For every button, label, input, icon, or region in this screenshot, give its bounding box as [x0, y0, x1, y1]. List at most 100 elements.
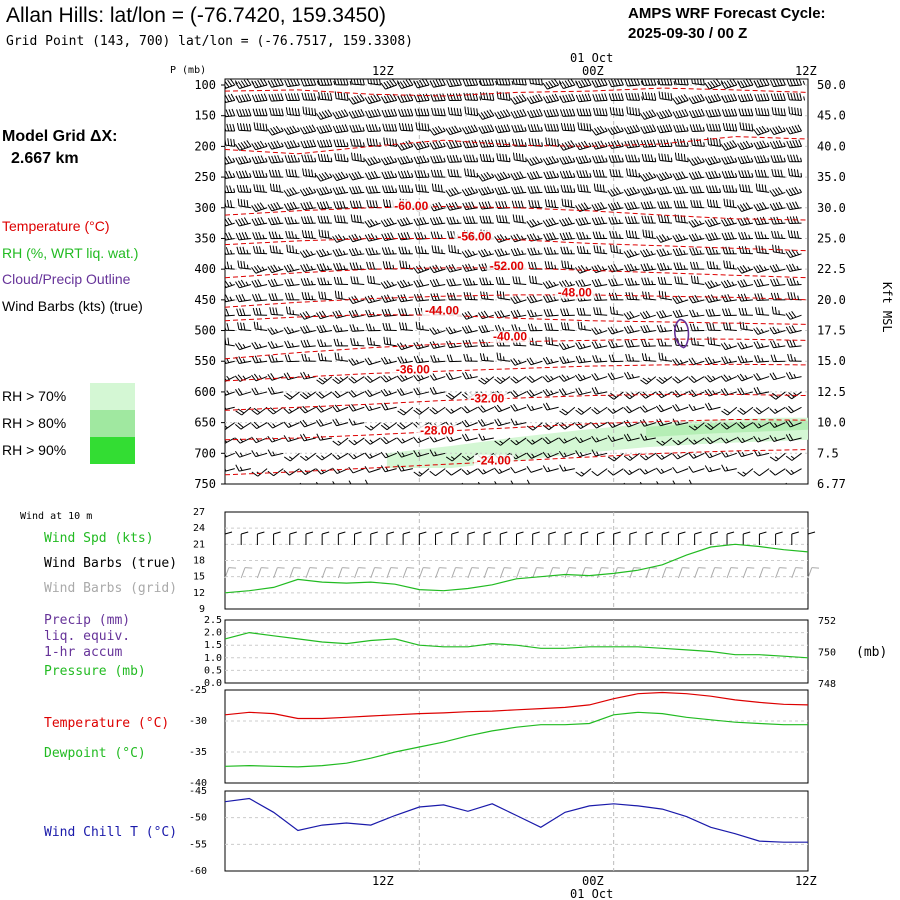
- upper-wind-barb-7: [334, 79, 352, 86]
- upper-wind-barb-284: [739, 184, 753, 193]
- upper-wind-barb-133: [623, 124, 641, 135]
- upper-wind-barb-625: [429, 341, 446, 349]
- upper-wind-barb-206: [641, 153, 657, 163]
- upper-wind-barb-764: [348, 403, 365, 412]
- upper-wind-barb-151: [333, 139, 349, 148]
- upper-wind-barb-780: [607, 406, 624, 414]
- upper-wind-barb-561: [560, 308, 575, 317]
- upper-wind-barb-200: [542, 156, 560, 166]
- upper-wind-barb-917: [494, 467, 511, 474]
- upper-wind-barb-234: [510, 171, 527, 181]
- upper-wind-barb-657: [364, 357, 381, 366]
- upper-wind-barb-549: [365, 309, 381, 318]
- upper-wind-barb-931: [721, 464, 737, 472]
- upper-wind-barb-416: [543, 247, 559, 255]
- upper-wind-barb-579: [267, 327, 284, 335]
- wind10m-true-barb-12: [418, 531, 427, 545]
- upper-wind-barb-39: [268, 93, 284, 102]
- wind10m-grid-barb-10: [386, 567, 399, 579]
- upper-wind-barb-437: [300, 263, 316, 272]
- upper-wind-barb-607: [722, 322, 737, 332]
- upper-wind-barb-271: [527, 185, 543, 194]
- upper-wind-barb-384: [609, 230, 624, 239]
- upper-wind-barb-338: [446, 216, 462, 225]
- upper-wind-barb-659: [397, 356, 413, 365]
- upper-wind-barb-51: [463, 92, 482, 101]
- upper-wind-barb-345: [559, 217, 575, 227]
- upper-wind-barb-391: [721, 231, 737, 241]
- upper-wind-barb-441: [366, 261, 381, 270]
- upper-wind-barb-803: [396, 422, 414, 430]
- upper-wind-barb-701: [494, 376, 511, 385]
- upper-wind-barb-66: [704, 93, 724, 104]
- isotherm-label-4: -44.00: [425, 303, 459, 317]
- upper-wind-barb-74: [252, 108, 268, 117]
- upper-wind-barb-24: [608, 79, 624, 88]
- upper-wind-barb-510: [318, 291, 332, 301]
- upper-wind-barb-361: [235, 231, 251, 241]
- upper-wind-barb-328: [284, 216, 300, 225]
- wind10m-grid-barb-21: [564, 567, 577, 579]
- upper-wind-barb-874: [380, 451, 397, 459]
- upper-wind-barb-498: [704, 280, 721, 289]
- upper-wind-barb-30: [704, 79, 724, 90]
- upper-wind-barb-540: [225, 308, 235, 317]
- upper-wind-barb-674: [641, 353, 656, 362]
- upper-wind-barb-614: [251, 341, 268, 350]
- upper-wind-barb-45: [364, 93, 381, 105]
- upper-wind-barb-17: [495, 79, 514, 86]
- wind10m-grid-barb-27: [661, 567, 674, 579]
- upper-wind-barb-270: [511, 185, 527, 195]
- isotherm-line-8: [225, 363, 808, 382]
- chill-ytick--55: -55: [189, 839, 207, 850]
- isotherm-line-10: [225, 418, 808, 441]
- upper-wind-barb-329: [300, 216, 316, 225]
- wind10m-grid-barb-32: [742, 567, 755, 579]
- upper-wind-barb-654: [317, 353, 332, 362]
- upper-wind-barb-638: [640, 339, 656, 348]
- upper-wind-barb-478: [380, 280, 397, 289]
- upper-wind-barb-212: [737, 155, 754, 165]
- upper-wind-barb-108: [225, 123, 236, 132]
- upper-wind-barb-870: [316, 452, 333, 461]
- upper-wind-barb-107: [788, 106, 803, 117]
- upper-wind-barb-775: [526, 404, 543, 412]
- upper-wind-barb-124: [478, 124, 495, 134]
- upper-wind-barb-297: [366, 199, 381, 209]
- upper-ytick-300: 300: [194, 201, 216, 215]
- upper-wind-barb-137: [689, 124, 705, 132]
- upper-wind-barb-548: [348, 309, 365, 318]
- upper-wind-barb-715: [720, 374, 737, 382]
- wind10m-grid-barb-2: [256, 567, 269, 579]
- upper-wind-barb-288: [225, 199, 235, 209]
- upper-wind-barb-583: [332, 324, 349, 333]
- wind10m-grid-barb-22: [580, 567, 593, 579]
- wind10m-true-barb-15: [467, 531, 476, 545]
- upper-wind-barb-942: [315, 481, 332, 484]
- wind10m-true-barb-23: [596, 531, 605, 545]
- upper-wind-barb-10: [380, 79, 400, 90]
- upper-wind-barb-479: [397, 279, 413, 289]
- upper-wind-barb-810: [510, 418, 527, 426]
- upper-wind-barb-602: [640, 324, 656, 334]
- upper-wind-barb-129: [560, 122, 576, 132]
- upper-wind-barb-135: [656, 124, 673, 134]
- wind10m-true-barb-3: [273, 531, 281, 545]
- upper-wind-barb-390: [705, 232, 721, 242]
- upper-wind-barb-959: [606, 483, 608, 484]
- upper-wind-barb-196: [479, 153, 495, 163]
- upper-wind-barb-86: [447, 107, 462, 117]
- upper-wind-barb-68: [737, 93, 754, 103]
- wind10m-true-barb-9: [370, 531, 378, 545]
- upper-wind-barb-584: [349, 324, 365, 332]
- upper-wind-barb-723: [267, 386, 284, 395]
- upper-wind-barb-428: [738, 245, 753, 255]
- upper-wind-barb-855: [656, 437, 673, 446]
- upper-wind-barb-343: [526, 218, 543, 228]
- upper-wind-barb-495: [657, 276, 672, 285]
- upper-wind-barb-952: [477, 481, 494, 484]
- upper-wind-barb-340: [479, 215, 494, 224]
- upper-wind-barb-82: [381, 108, 398, 118]
- upper-wind-barb-222: [315, 171, 333, 182]
- upper-wind-barb-237: [559, 170, 576, 179]
